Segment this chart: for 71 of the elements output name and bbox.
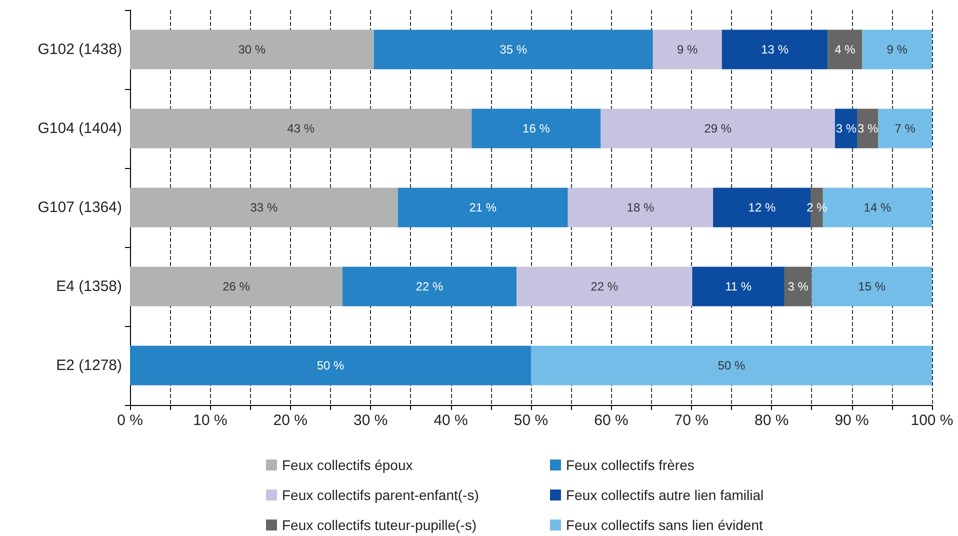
data-label: 11 %	[725, 280, 752, 294]
bar	[692, 266, 784, 306]
bar	[812, 266, 932, 306]
legend-label: Feux collectifs sans lien évident	[566, 517, 763, 533]
x-tick-label: 40 %	[434, 412, 468, 429]
bar	[374, 30, 653, 70]
data-label: 9 %	[677, 42, 698, 56]
bar	[600, 108, 835, 148]
y-tick-label: E2 (1278)	[56, 357, 122, 374]
legend-label: Feux collectifs tuteur-pupille(-s)	[282, 517, 477, 533]
y-tick-label: G102 (1438)	[38, 41, 122, 58]
data-label: 4 %	[834, 42, 856, 56]
bar	[130, 188, 398, 228]
legend-label: Feux collectifs frères	[566, 457, 694, 473]
data-label: 26 %	[222, 280, 250, 294]
data-label: 14 %	[864, 200, 892, 214]
bar	[398, 188, 568, 228]
legend-label: Feux collectifs autre lien familial	[566, 487, 764, 503]
x-tick-label: 80 %	[754, 412, 789, 429]
bar	[130, 30, 374, 70]
bar	[516, 266, 692, 306]
bar	[130, 108, 472, 148]
data-label: 22 %	[416, 280, 444, 294]
data-label: 22 %	[590, 280, 618, 294]
data-label: 3 %	[788, 280, 809, 294]
bar	[652, 30, 722, 70]
bar	[568, 188, 714, 228]
data-label: 7 %	[894, 122, 916, 136]
x-tick-label: 90 %	[834, 412, 869, 429]
data-label: 50 %	[718, 358, 746, 372]
bar	[472, 108, 601, 148]
x-tick-label: 10 %	[193, 412, 228, 429]
x-tick-label: 100 %	[910, 412, 954, 429]
data-label: 15 %	[858, 280, 886, 294]
bar	[878, 108, 932, 148]
x-tick-label: 20 %	[273, 412, 308, 429]
x-tick-label: 70 %	[674, 412, 708, 429]
legend-label: Feux collectifs parent-enfant(-s)	[282, 487, 479, 503]
bar	[130, 266, 343, 306]
y-tick-label: G107 (1364)	[38, 199, 122, 216]
data-label: 35 %	[500, 42, 528, 56]
bar	[828, 30, 862, 70]
data-label: 50 %	[316, 358, 344, 372]
x-tick-label: 60 %	[594, 412, 628, 429]
data-label: 13 %	[761, 42, 789, 56]
bar	[862, 30, 932, 70]
x-tick-label: 50 %	[514, 412, 548, 429]
bar	[130, 346, 531, 386]
data-label: 30 %	[238, 42, 266, 56]
bar	[713, 188, 811, 228]
data-label: 43 %	[287, 122, 315, 136]
legend-label: Feux collectifs époux	[282, 457, 413, 473]
data-label: 3 %	[857, 122, 879, 136]
data-label: 29 %	[704, 122, 732, 136]
bar	[531, 346, 932, 386]
data-label: 33 %	[250, 200, 278, 214]
bar	[722, 30, 828, 70]
data-label: 18 %	[626, 200, 654, 214]
bar	[857, 108, 878, 148]
y-tick-label: E4 (1358)	[56, 278, 122, 295]
bar	[784, 266, 812, 306]
data-label: 3 %	[836, 122, 857, 136]
data-label: 16 %	[522, 122, 550, 136]
data-label: 12 %	[748, 200, 776, 214]
y-tick-label: G104 (1404)	[38, 120, 122, 137]
x-tick-label: 0 %	[117, 412, 143, 429]
x-tick-label: 30 %	[354, 412, 388, 429]
bar	[342, 266, 517, 306]
data-label: 21 %	[469, 200, 497, 214]
bar	[834, 108, 858, 148]
data-label: 9 %	[886, 42, 908, 56]
